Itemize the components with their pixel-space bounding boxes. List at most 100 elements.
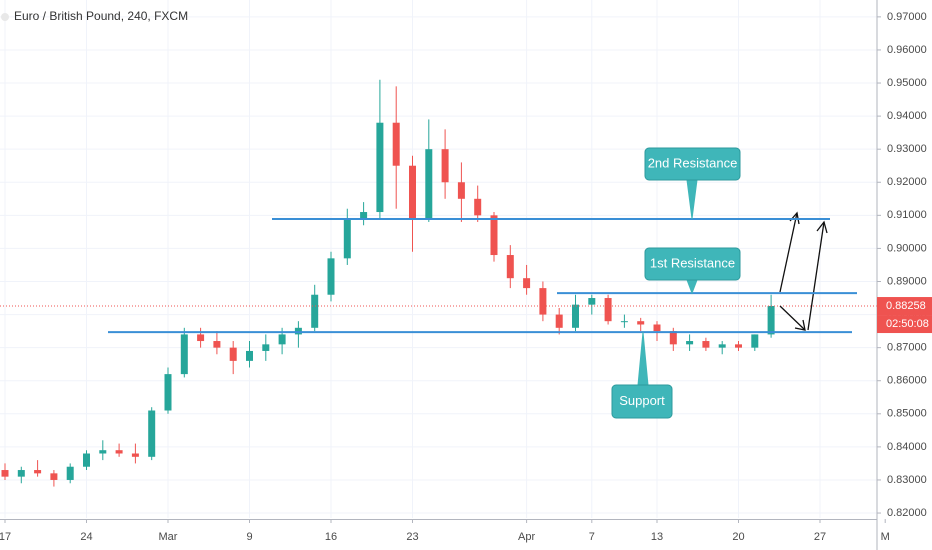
candle-body	[555, 314, 563, 328]
candle-body	[718, 344, 726, 348]
callout: Support	[611, 332, 673, 419]
candle-body	[213, 341, 221, 348]
y-tick-label: 0.92000	[887, 176, 927, 188]
candle-body	[686, 341, 694, 345]
candle-body	[327, 258, 335, 295]
callout: 2nd Resistance	[644, 147, 741, 220]
candle-body	[34, 470, 42, 474]
x-tick-label: 16	[325, 531, 337, 543]
x-axis: 17 24 Mar 9 16 23 Apr 7 13 20 27 M	[0, 519, 890, 543]
x-tick-label: 20	[732, 531, 744, 543]
countdown-label: 02:50:08	[886, 318, 929, 330]
candle-body	[735, 344, 742, 348]
y-tick-label: 0.86000	[887, 375, 927, 387]
x-tick-label: 13	[651, 531, 663, 543]
candle-body	[523, 278, 531, 289]
candle-body	[604, 298, 612, 322]
arrow	[779, 212, 798, 293]
candle-body	[588, 298, 596, 305]
candle-body	[246, 350, 253, 361]
y-tick-label: 0.94000	[887, 110, 927, 122]
countdown-box	[877, 315, 932, 334]
last-price-label: 0.88258	[886, 300, 926, 312]
y-tick-label: 0.89000	[887, 275, 927, 287]
candle-body	[83, 453, 90, 467]
candle-body	[392, 122, 400, 166]
callout-box	[644, 247, 741, 281]
x-tick-label: M	[881, 531, 890, 543]
last-price-box	[877, 297, 932, 316]
plot-area	[0, 79, 877, 487]
y-tick-label: 0.82000	[887, 507, 927, 519]
projection-arrows	[779, 211, 828, 331]
candle-body	[99, 450, 107, 454]
arrow-head	[816, 220, 828, 234]
callout-label: Support	[619, 393, 665, 408]
y-tick-label: 0.87000	[887, 342, 927, 354]
candle-body	[620, 321, 628, 323]
x-tick-label: 9	[246, 531, 252, 543]
candle-body	[751, 334, 759, 348]
candle-body	[457, 182, 465, 199]
candle-body	[653, 324, 661, 332]
candle-body	[441, 149, 449, 183]
x-tick-label: 7	[589, 531, 595, 543]
y-tick-label: 0.84000	[887, 441, 927, 453]
candle-body	[539, 288, 547, 315]
candle-body	[180, 334, 188, 375]
y-tick-label: 0.97000	[887, 11, 927, 23]
candle-body	[1, 470, 9, 477]
candle-body	[376, 122, 384, 213]
candle-body	[409, 165, 416, 219]
candle-body	[572, 304, 579, 328]
candle-body	[262, 344, 270, 351]
candle-body	[360, 212, 368, 219]
x-tick-label: 17	[0, 531, 11, 543]
arrow-head	[794, 319, 806, 331]
callout-box	[611, 384, 673, 419]
callout: 1st Resistance	[644, 247, 741, 295]
arrow	[779, 305, 806, 331]
candle-body	[50, 473, 58, 480]
y-tick-label: 0.91000	[887, 209, 927, 221]
y-tick-label: 0.85000	[887, 408, 927, 420]
y-axis: 0.82000 0.83000 0.84000 0.85000 0.86000 0.870…	[877, 11, 927, 519]
candle-body	[506, 255, 514, 279]
callout-label: 2nd Resistance	[648, 155, 738, 170]
y-tick-label: 0.90000	[887, 242, 927, 254]
candle-body	[767, 305, 775, 335]
candle-body	[17, 470, 25, 477]
callout-label: 1st Resistance	[650, 255, 735, 270]
x-tick-label: Mar	[159, 531, 178, 543]
candle-body	[343, 218, 351, 259]
x-tick-label: 23	[406, 531, 418, 543]
candle-body	[425, 149, 433, 219]
symbol-icon	[1, 13, 9, 21]
candle-body	[311, 294, 319, 328]
candle-body	[702, 341, 710, 348]
candle-body	[131, 453, 139, 457]
chart-title: Euro / British Pound, 240, FXCM	[14, 9, 188, 23]
candle-body	[278, 334, 286, 345]
y-tick-label: 0.93000	[887, 143, 927, 155]
candle-body	[229, 347, 237, 361]
candle-body	[197, 334, 205, 342]
x-tick-label: 27	[814, 531, 826, 543]
x-tick-label: Apr	[518, 531, 535, 543]
candle-body	[637, 321, 645, 325]
y-tick-label: 0.96000	[887, 44, 927, 56]
y-tick-label: 0.83000	[887, 474, 927, 486]
y-tick-label: 0.95000	[887, 77, 927, 89]
candle-body	[164, 374, 172, 411]
candle-body	[115, 450, 123, 454]
candle-body	[490, 215, 498, 256]
candle-body	[669, 331, 677, 345]
callout-box	[644, 147, 741, 181]
candle-body	[474, 198, 482, 216]
candle-body	[66, 466, 74, 480]
x-tick-label: 24	[80, 531, 92, 543]
arrow	[807, 221, 825, 331]
candle-body	[148, 410, 156, 457]
